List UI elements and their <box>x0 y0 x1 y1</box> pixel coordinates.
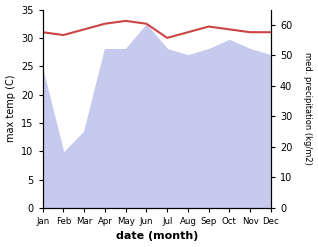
X-axis label: date (month): date (month) <box>116 231 198 242</box>
Y-axis label: med. precipitation (kg/m2): med. precipitation (kg/m2) <box>303 52 313 165</box>
Y-axis label: max temp (C): max temp (C) <box>5 75 16 143</box>
